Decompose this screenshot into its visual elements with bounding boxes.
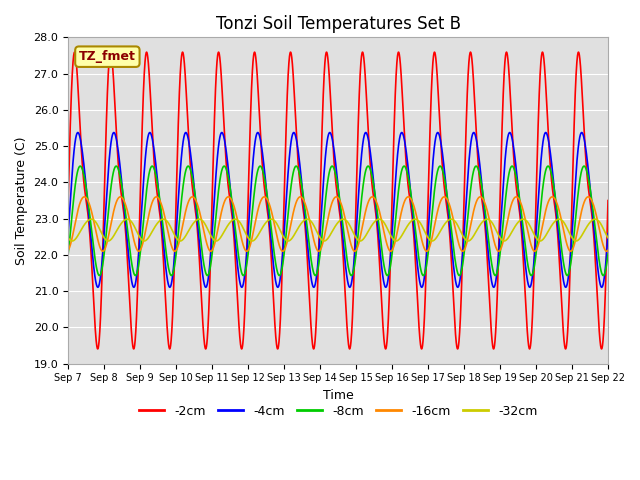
Text: TZ_fmet: TZ_fmet [79, 50, 136, 63]
Title: Tonzi Soil Temperatures Set B: Tonzi Soil Temperatures Set B [216, 15, 461, 33]
X-axis label: Time: Time [323, 389, 353, 402]
Y-axis label: Soil Temperature (C): Soil Temperature (C) [15, 136, 28, 265]
Legend: -2cm, -4cm, -8cm, -16cm, -32cm: -2cm, -4cm, -8cm, -16cm, -32cm [134, 400, 542, 423]
